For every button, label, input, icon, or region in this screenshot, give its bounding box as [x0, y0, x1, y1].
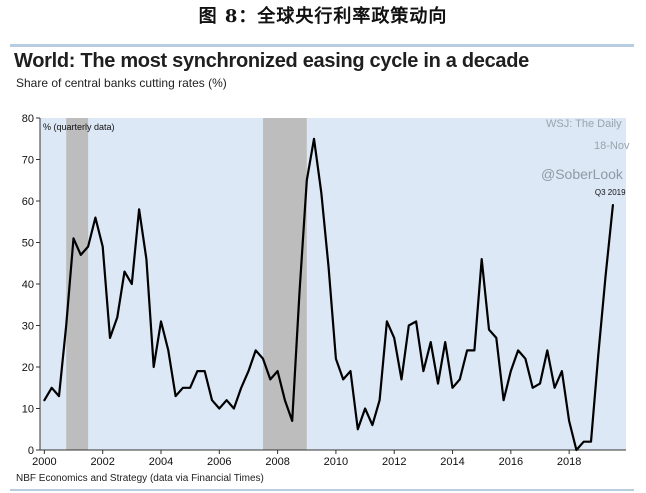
y-tick-label: 0 — [28, 445, 34, 457]
x-tick-label: 2016 — [499, 456, 523, 468]
watermark-wsj: WSJ: The Daily — [546, 118, 622, 130]
top-rule — [10, 44, 634, 47]
x-tick-label: 2000 — [32, 456, 56, 468]
y-tick-label: 40 — [22, 279, 34, 291]
x-tick-label: 2008 — [265, 456, 289, 468]
last-point-annotation: Q3 2019 — [595, 188, 626, 197]
chart-subtitle: Share of central banks cutting rates (%) — [16, 76, 227, 90]
y-tick-label: 70 — [22, 155, 34, 167]
x-tick-label: 2004 — [149, 456, 173, 468]
watermark-date: 18-Nov — [594, 140, 630, 152]
y-tick-label: 30 — [22, 321, 34, 333]
x-tick-label: 2006 — [207, 456, 231, 468]
figure-caption: 图 8：全球央行利率政策动向 — [198, 6, 448, 27]
x-tick-label: 2002 — [90, 456, 114, 468]
series-line-1 — [43, 137, 615, 452]
y-tick-label: 20 — [22, 362, 34, 374]
y-tick-label: 10 — [22, 404, 34, 416]
plot-background — [40, 118, 626, 450]
x-tick-label: 2012 — [382, 456, 406, 468]
y-tick-label: 50 — [22, 238, 34, 250]
x-tick-label: 2018 — [557, 456, 581, 468]
shaded-period-1 — [66, 118, 89, 450]
bottom-rule — [10, 489, 634, 491]
chart-title: World: The most synchronized easing cycl… — [14, 50, 529, 72]
y-axis-label: % (quarterly data) — [43, 122, 115, 132]
source-note: NBF Economics and Strategy (data via Fin… — [16, 473, 264, 484]
y-tick-label: 60 — [22, 196, 34, 208]
y-tick-label: 80 — [22, 113, 34, 125]
watermark-handle: @SoberLook — [541, 166, 624, 182]
x-tick-label: 2014 — [440, 456, 464, 468]
x-tick-label: 2010 — [324, 456, 348, 468]
